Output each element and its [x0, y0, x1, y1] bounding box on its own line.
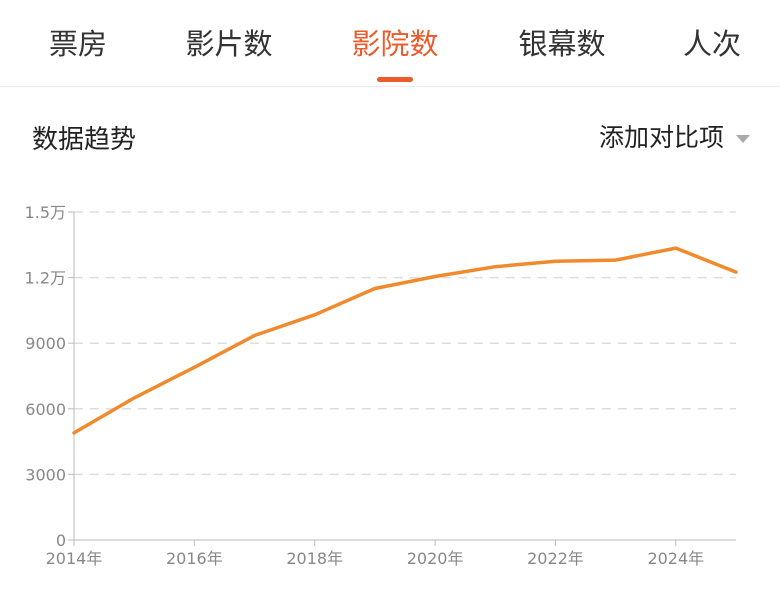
axes — [68, 211, 736, 546]
x-tick-label: 2018年 — [286, 549, 343, 568]
section-title: 数据趋势 — [32, 125, 137, 155]
x-tick-label: 2020年 — [407, 549, 464, 568]
x-tick-label: 2014年 — [46, 549, 103, 568]
series-line — [72, 246, 738, 435]
line-chart: 0 3000 6000 9000 1.2万 1.5万 2014年 2016年 2018年 202… — [25, 203, 738, 568]
series — [72, 246, 738, 435]
y-tick-label: 6000 — [25, 400, 66, 419]
x-tick-label: 2024年 — [647, 549, 704, 568]
tab-bar: 票房 影片数 影院数 银幕数 人次 — [0, 0, 780, 87]
tab-film-count[interactable]: 影片数 — [185, 27, 273, 61]
add-compare-button[interactable]: 添加对比项 — [599, 118, 750, 158]
add-compare-label: 添加对比项 — [598, 123, 724, 152]
tab-admissions[interactable]: 人次 — [682, 27, 742, 61]
y-tick-label: 1.5万 — [25, 203, 66, 222]
grid-lines — [74, 211, 736, 476]
chevron-down-icon — [736, 135, 750, 143]
tab-box-office[interactable]: 票房 — [48, 27, 108, 61]
active-tab-indicator — [377, 77, 413, 82]
x-tick-labels: 2014年 2016年 2018年 2020年 2022年 2024年 — [46, 549, 705, 568]
x-tick-label: 2016年 — [166, 549, 223, 568]
y-tick-labels: 0 3000 6000 9000 1.2万 1.5万 — [25, 203, 66, 550]
tab-screen-count[interactable]: 银幕数 — [518, 27, 606, 61]
tab-cinema-count[interactable]: 影院数 — [351, 27, 439, 61]
x-tick-label: 2022年 — [527, 549, 584, 568]
y-tick-label: 9000 — [25, 334, 66, 353]
y-tick-label: 0 — [56, 531, 66, 550]
y-tick-label: 3000 — [25, 465, 66, 484]
y-tick-label: 1.2万 — [25, 269, 66, 288]
